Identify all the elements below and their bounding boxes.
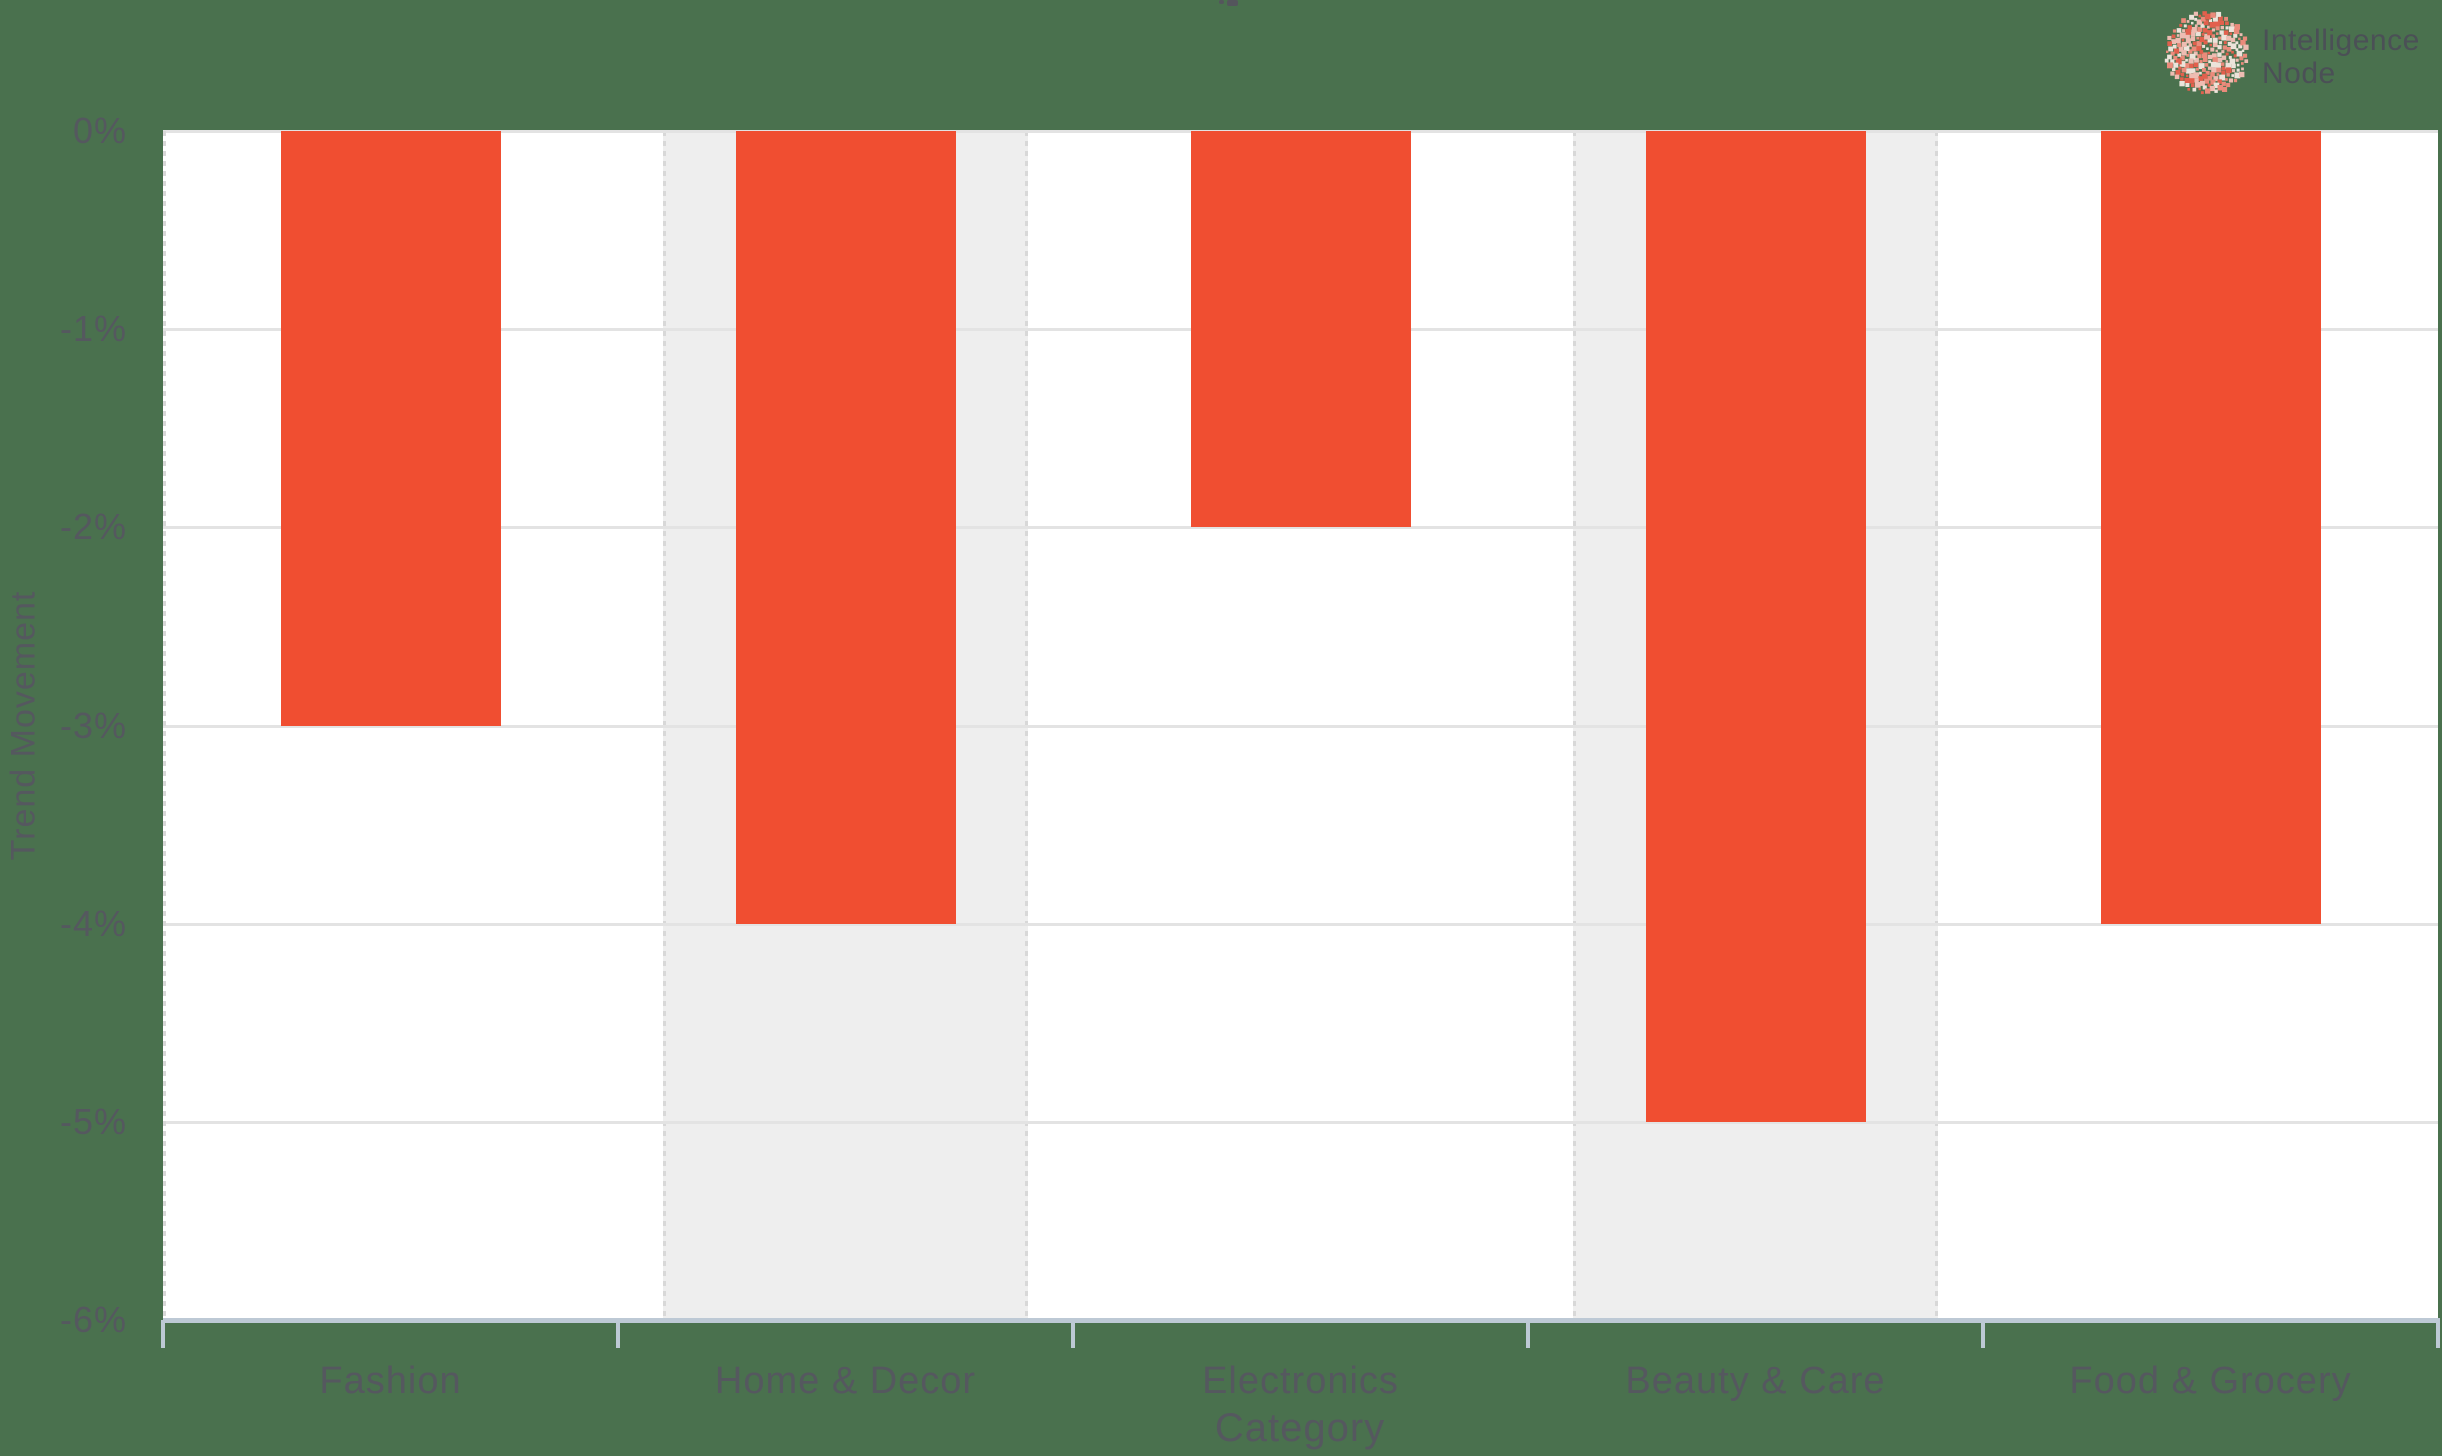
x-tick-label-fashion: Fashion bbox=[319, 1360, 462, 1402]
logo-text: Intelligence Node bbox=[2262, 24, 2420, 90]
cropped-title-remnant bbox=[1219, 0, 1224, 4]
x-tick-label-beauty-and-care: Beauty & Care bbox=[1625, 1360, 1886, 1402]
x-axis-title: Category bbox=[1214, 1406, 1386, 1450]
intelligence-node-logo: Intelligence Node bbox=[2162, 8, 2420, 98]
x-axis-tick bbox=[1981, 1320, 1985, 1348]
x-axis-tick bbox=[161, 1320, 165, 1348]
gridline--3 bbox=[163, 724, 2438, 728]
x-axis-tick bbox=[2436, 1320, 2440, 1348]
bar-home-and-decor bbox=[735, 131, 956, 924]
bar-beauty-and-care bbox=[1645, 131, 1866, 1122]
gridline--5 bbox=[163, 1120, 2438, 1124]
y-tick-label-0: 0% bbox=[72, 110, 127, 151]
y-tick-label--6: -6% bbox=[59, 1299, 127, 1340]
x-axis-tick bbox=[616, 1320, 620, 1348]
bar-fashion bbox=[280, 131, 501, 726]
x-tick-label-electronics: Electronics bbox=[1202, 1360, 1399, 1402]
y-tick-label--3: -3% bbox=[59, 704, 127, 746]
x-axis-tick bbox=[1526, 1320, 1530, 1348]
y-tick-label--1: -1% bbox=[59, 308, 127, 350]
x-tick-label-home-and-decor: Home & Decor bbox=[714, 1360, 977, 1402]
gridline--2 bbox=[163, 526, 2438, 530]
x-axis-line bbox=[163, 1318, 2440, 1323]
y-tick-label--5: -5% bbox=[59, 1100, 127, 1142]
dotted-sphere-logo-icon bbox=[2164, 11, 2249, 95]
bar-electronics bbox=[1190, 131, 1411, 528]
plot-area bbox=[163, 130, 2438, 1320]
x-axis-tick bbox=[1071, 1320, 1075, 1348]
bar-food-and-grocery bbox=[2100, 131, 2321, 924]
logo-line1: Intelligence bbox=[2262, 24, 2420, 57]
y-axis-dotted-line bbox=[163, 131, 166, 1320]
x-tick-label-food-and-grocery: Food & Grocery bbox=[2069, 1360, 2352, 1402]
y-tick-label--4: -4% bbox=[59, 902, 127, 944]
cropped-title-remnant bbox=[1227, 0, 1238, 6]
logo-line2: Node bbox=[2262, 57, 2336, 90]
gridline--4 bbox=[163, 922, 2438, 926]
y-tick-label--2: -2% bbox=[59, 506, 127, 548]
